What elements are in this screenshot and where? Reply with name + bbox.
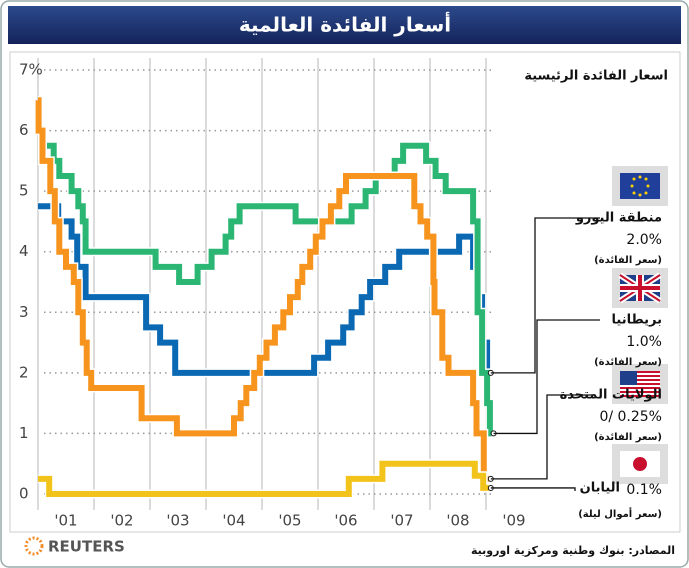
x-tick-label: '05 <box>278 512 301 530</box>
title-bar <box>8 6 681 44</box>
legend-note: (سعر أموال ليلة) <box>578 507 662 520</box>
leader-line <box>490 217 600 374</box>
leader-line <box>493 319 600 435</box>
legend-value: 1.0% <box>626 334 662 350</box>
legend-value: 0.1% <box>626 482 662 498</box>
subtitle: اسعار الفائدة الرئيسية <box>524 69 668 84</box>
x-tick-label: '04 <box>222 512 245 530</box>
x-tick-label: '07 <box>390 512 413 530</box>
flag-eu <box>612 166 668 206</box>
legend-label: منطقة اليورو <box>575 211 662 226</box>
x-tick-label: '02 <box>110 512 133 530</box>
x-tick-label: '08 <box>446 512 469 530</box>
reuters-logo <box>24 536 44 556</box>
plot-frame <box>9 51 681 533</box>
x-tick-label: '09 <box>502 512 525 530</box>
series-line <box>38 127 493 437</box>
series-line <box>38 460 489 497</box>
legend-label: اليابان <box>580 481 620 496</box>
y-tick-label: 4 <box>19 242 29 260</box>
leader-line <box>490 487 576 491</box>
y-tick-label: 2 <box>19 363 29 381</box>
y-tick-label: 7% <box>19 61 43 79</box>
flag-japan <box>612 444 668 484</box>
y-tick-label: 0 <box>19 485 29 503</box>
flag-us <box>612 364 668 404</box>
legend-note: (سعر الفائدة) <box>594 357 662 368</box>
series-line <box>35 97 489 482</box>
y-tick-label: 5 <box>19 182 29 200</box>
legend-value: 0/ 0.25% <box>599 409 662 425</box>
legend-label: الولايات المتحدة <box>560 388 662 403</box>
y-tick-label: 6 <box>19 121 29 139</box>
y-tick-label: 3 <box>19 303 29 321</box>
leader-line <box>490 394 592 480</box>
chart-title: أسعار الفائدة العالمية <box>239 11 451 37</box>
y-tick-label: 1 <box>19 424 29 442</box>
legend-label: بريطانيا <box>612 313 662 328</box>
credit: REUTERS <box>48 538 125 556</box>
x-tick-label: '06 <box>334 512 357 530</box>
x-tick-label: '03 <box>166 512 189 530</box>
source: المصادر: بنوك وطنية ومركزية اوروبية <box>471 544 675 557</box>
legend-value: 2.0% <box>626 232 662 248</box>
flag-uk <box>612 268 668 308</box>
legend-note: (سعر الفائدة) <box>594 432 662 443</box>
legend-note: (سعر الفائدة) <box>594 255 662 266</box>
x-tick-label: '01 <box>54 512 77 530</box>
